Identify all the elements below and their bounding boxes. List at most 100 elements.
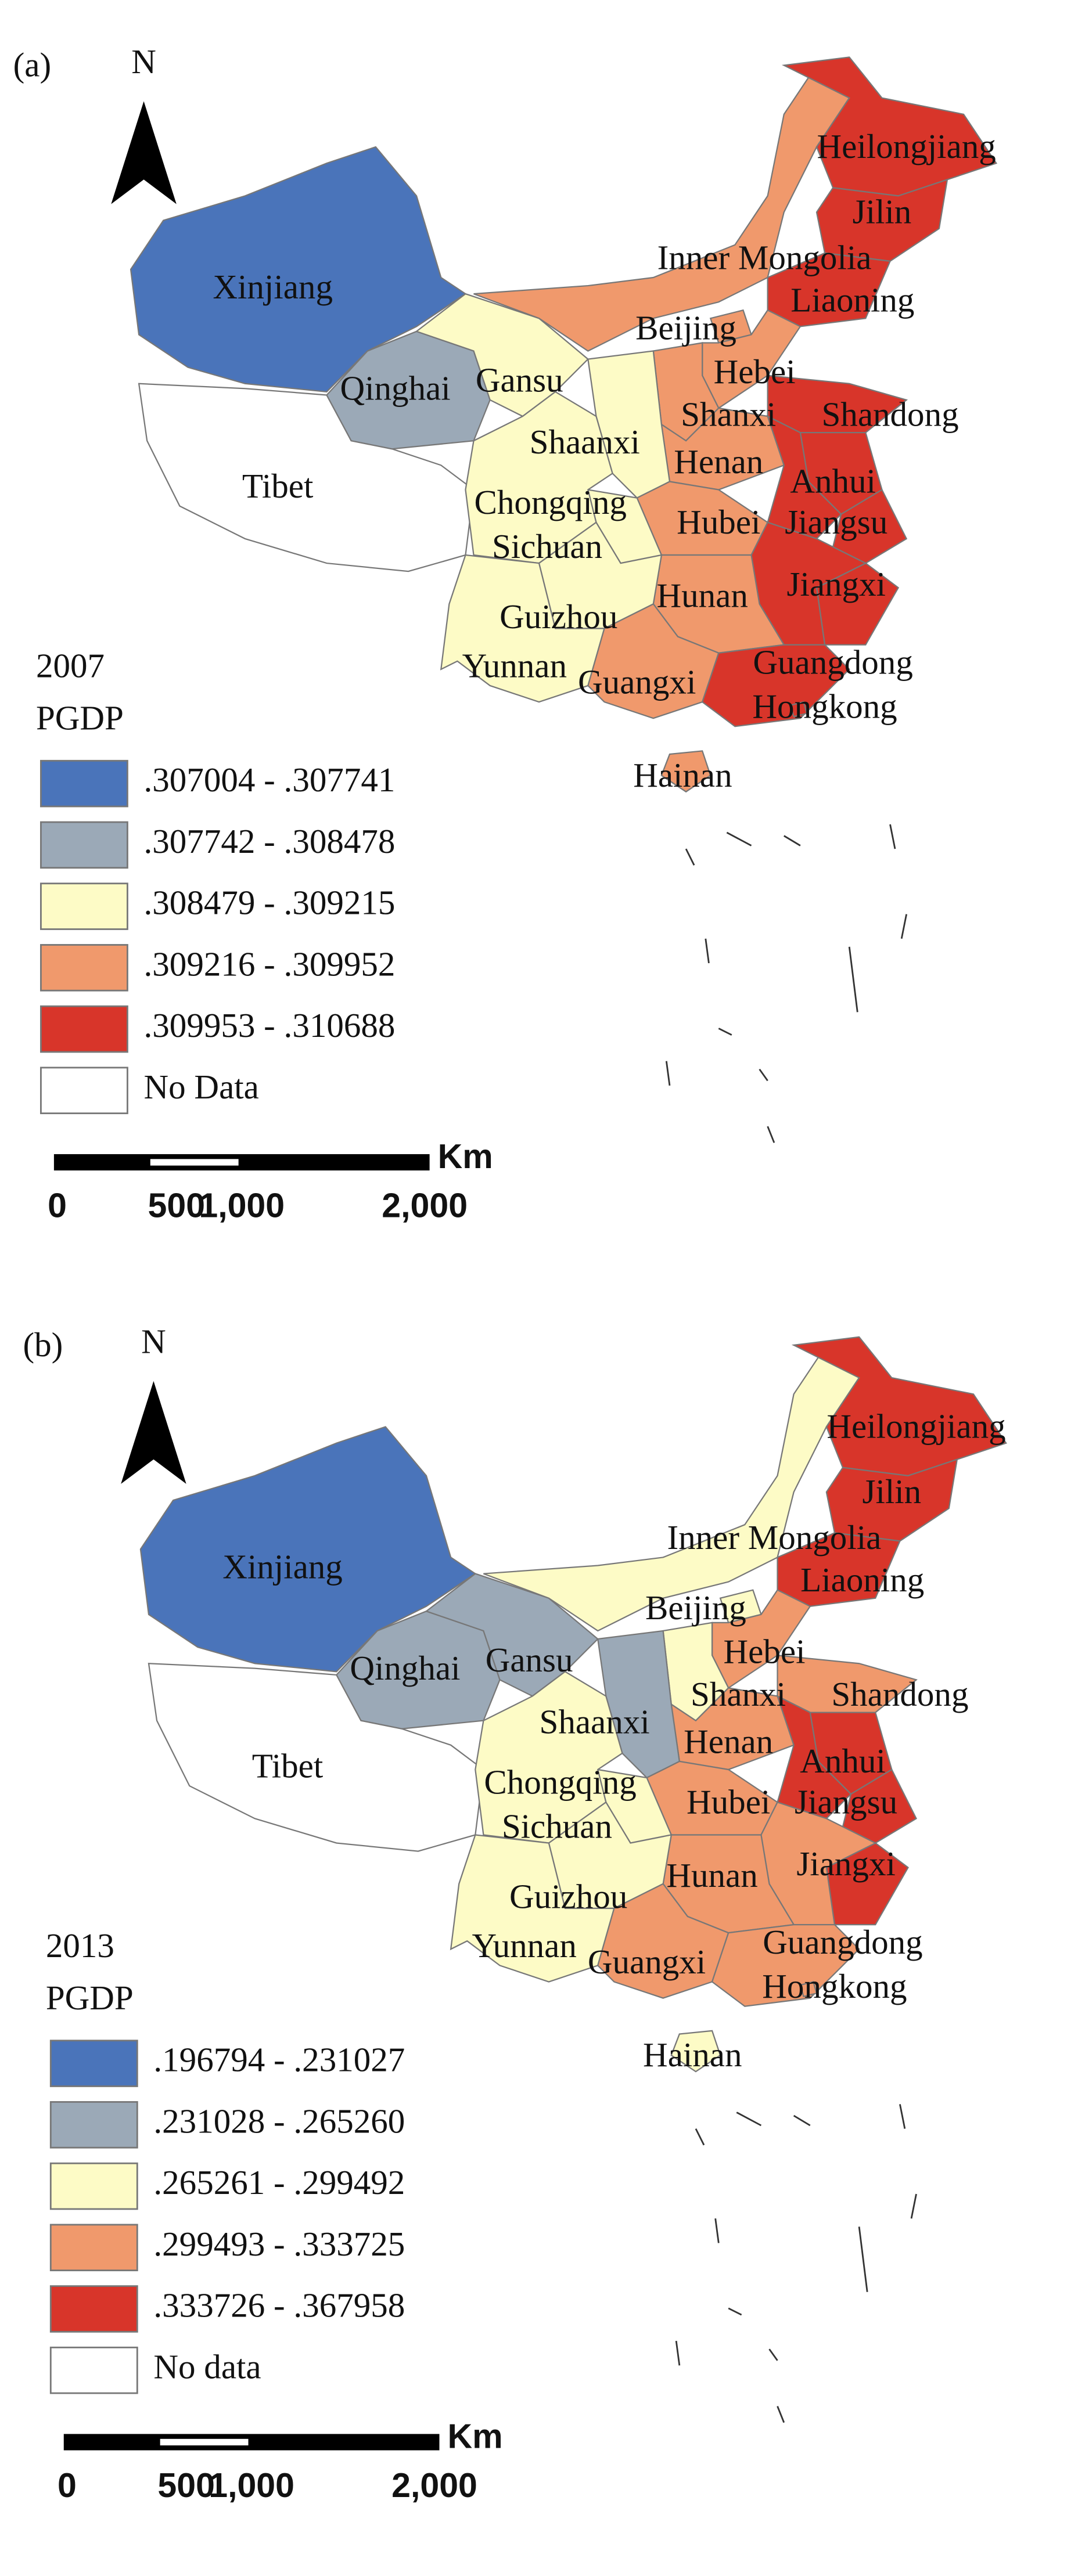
province-label: Chongqing [474, 483, 626, 521]
legend-swatch [49, 2162, 138, 2210]
legend-swatch [49, 2346, 138, 2394]
province-label: Beijing [635, 308, 736, 347]
island [777, 2406, 785, 2423]
legend-label: .309216 - .309952 [144, 945, 396, 983]
province-label: Hunan [656, 576, 748, 614]
island [736, 2112, 762, 2127]
island [848, 946, 858, 1013]
legend-swatch [49, 2101, 138, 2149]
island [685, 848, 695, 866]
province-label: Chongqing [484, 1763, 636, 1802]
province-label: Heilongjiang [817, 127, 996, 165]
legend-swatch [39, 821, 128, 869]
province-label: Shanxi [681, 395, 776, 433]
province [475, 1670, 623, 1844]
scale-bar-segment [160, 2438, 249, 2446]
legend-swatch [39, 1067, 128, 1115]
scale-bar [63, 2434, 440, 2451]
panel-label: (b) [23, 1325, 63, 1364]
province-label: Guizhou [500, 597, 617, 636]
legend-title: PGDP [36, 698, 124, 737]
island [889, 824, 896, 849]
province [766, 415, 842, 540]
province-label: Hunan [666, 1856, 757, 1894]
province [825, 1458, 958, 1542]
legend-year: 2007 [36, 646, 105, 684]
scale-bar-segment [150, 1159, 239, 1166]
province [670, 2030, 721, 2073]
province-label: Hubei [687, 1782, 770, 1821]
legend-swatch [39, 1005, 128, 1053]
province-label: Tibet [252, 1747, 324, 1785]
province-label: Guangxi [578, 662, 696, 701]
province-label: Hubei [677, 503, 760, 541]
legend-label: .308479 - .309215 [144, 884, 396, 922]
island [728, 2307, 742, 2316]
province-label: Beijing [645, 1588, 746, 1627]
scale-label: 0 [58, 2466, 77, 2505]
province-label: Henan [684, 1722, 773, 1760]
province-label: Hongkong [752, 687, 897, 726]
legend-label: .196794 - .231027 [153, 2041, 405, 2079]
legend-label: .333726 - .367958 [153, 2286, 405, 2325]
map-panel: (a) N Xinjiang Tibet Qinghai Gansu Inner Mongo… [13, 42, 998, 1224]
province-label: Jiangxi [786, 565, 886, 603]
province-label: Gansu [476, 361, 563, 399]
legend-swatch [39, 944, 128, 992]
province-label: Shandong [821, 395, 958, 433]
province-label: Guangdong [763, 1923, 922, 1961]
province-label: Qinghai [340, 369, 450, 407]
province-label: Hebei [724, 1633, 806, 1671]
north-label: N [131, 42, 156, 81]
island [899, 2104, 906, 2129]
legend-label: .309953 - .310688 [144, 1006, 396, 1044]
island [665, 1061, 671, 1086]
province-label: Qinghai [350, 1649, 460, 1687]
province-label: Xinjiang [222, 1547, 343, 1586]
legend-title: PGDP [46, 1979, 134, 2017]
north-label: N [141, 1322, 166, 1360]
scale-label: 1,000 [199, 1186, 285, 1224]
province [711, 1923, 860, 2007]
legend-label: No Data [144, 1068, 259, 1106]
legend-label: .265261 - .299492 [153, 2163, 405, 2202]
island [759, 1068, 768, 1082]
island [900, 914, 908, 939]
province-label: Jiangsu [795, 1782, 897, 1821]
legend-swatch [39, 882, 128, 930]
scale-label: 2,000 [382, 1186, 468, 1224]
province-label: Hainan [643, 2035, 742, 2074]
panel-label: (a) [13, 46, 52, 84]
province-label: Guangdong [753, 643, 912, 682]
province-label: Xinjiang [213, 268, 333, 306]
island [714, 2218, 720, 2243]
province [815, 178, 948, 262]
scale-label: 0 [48, 1186, 67, 1224]
province [450, 1834, 615, 1983]
province-label: Hongkong [762, 1967, 907, 2005]
province [701, 644, 850, 727]
province-label: Jiangxi [796, 1844, 896, 1883]
province-label: Yunnan [472, 1926, 577, 1965]
province-label: Yunnan [462, 646, 567, 684]
province-label: Anhui [790, 462, 876, 500]
province-label: Inner Mongolia [657, 238, 872, 276]
legend-label: .307742 - .308478 [144, 822, 396, 860]
island [718, 1028, 732, 1036]
province-label: Jilin [853, 193, 912, 231]
province-label: Heilongjiang [827, 1407, 1005, 1446]
legend-swatch [49, 2040, 138, 2087]
legend-swatch [49, 2224, 138, 2272]
province-label: Shanxi [691, 1675, 786, 1713]
province-label: Gansu [486, 1641, 573, 1679]
island [726, 831, 752, 846]
province [842, 1768, 917, 1844]
province-label: Shaanxi [540, 1703, 650, 1741]
scale-label: 500 [148, 1186, 206, 1224]
legend-label: .299493 - .333725 [153, 2225, 405, 2263]
map-panel: (b) N Xinjiang Tibet Qinghai Gansu Inner Mongo… [23, 1322, 1007, 2505]
legend-swatch [39, 759, 128, 808]
province-label: Liaoning [800, 1561, 924, 1599]
province [776, 1695, 852, 1820]
province-label: Hainan [633, 756, 732, 794]
